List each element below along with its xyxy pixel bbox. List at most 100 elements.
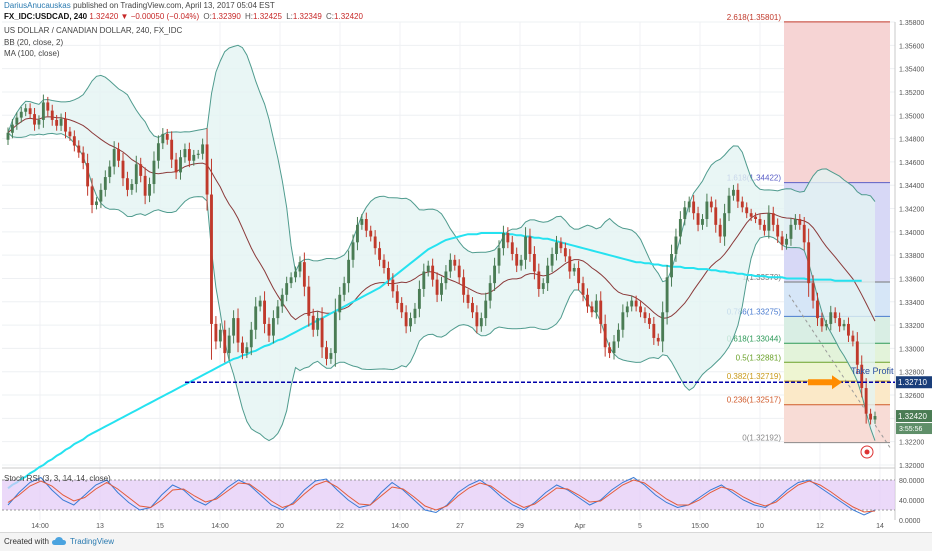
price-tick-label: 1.35800 bbox=[899, 20, 924, 27]
created-with-text: Created with bbox=[4, 537, 49, 546]
fib-level-label: 0.5(1.32881) bbox=[736, 353, 782, 362]
candle-body bbox=[187, 149, 191, 161]
candle-body bbox=[249, 329, 253, 348]
candle-body bbox=[457, 265, 461, 278]
candle-body bbox=[532, 253, 536, 272]
high-label: H: bbox=[245, 12, 254, 21]
candle-body bbox=[617, 329, 620, 342]
candle-body bbox=[497, 248, 501, 266]
candle-body bbox=[444, 271, 448, 284]
stoch-series-line-d bbox=[7, 479, 876, 513]
price-tick-label: 1.32800 bbox=[899, 370, 924, 377]
candle-body bbox=[555, 242, 558, 254]
candle-body bbox=[745, 207, 749, 214]
candle-body bbox=[652, 323, 656, 338]
last-price: 1.32420 bbox=[89, 12, 119, 21]
candle-body bbox=[776, 224, 780, 237]
close-value: 1.32420 bbox=[334, 12, 363, 21]
change-triangle-icon: ▼ bbox=[120, 12, 129, 21]
high-value: 1.32425 bbox=[253, 12, 282, 21]
candle-body bbox=[740, 201, 744, 208]
candle-body bbox=[440, 283, 443, 295]
candle-body bbox=[714, 207, 718, 225]
candle-body bbox=[10, 124, 14, 133]
take-profit-price-label: 1.32710 bbox=[898, 378, 927, 387]
candle-body bbox=[692, 201, 696, 214]
fib-zone-extension bbox=[784, 21, 890, 183]
fib-level-label: 1(1.33570) bbox=[742, 273, 781, 282]
candle-body bbox=[709, 201, 713, 208]
candle-body bbox=[285, 283, 289, 295]
candle-body bbox=[223, 329, 227, 354]
stoch-band bbox=[2, 480, 895, 510]
candle-body bbox=[510, 242, 514, 254]
candle-body bbox=[369, 230, 373, 237]
candle-body bbox=[838, 318, 842, 327]
candle-body bbox=[356, 224, 359, 243]
time-tick-label: 20 bbox=[276, 523, 284, 530]
candle-body bbox=[179, 157, 182, 173]
symbol[interactable]: FX_IDC:USDCAD, 240 bbox=[4, 12, 88, 21]
candle-body bbox=[855, 341, 859, 365]
candle-body bbox=[302, 262, 306, 287]
take-profit-price-box bbox=[896, 376, 932, 389]
bb-upper-line bbox=[7, 44, 876, 283]
time-tick-label: 14:00 bbox=[31, 523, 49, 530]
candle-body bbox=[639, 306, 642, 313]
bb-legend[interactable]: BB (20, close, 2) bbox=[4, 38, 64, 47]
candle-body bbox=[842, 323, 846, 327]
candle-body bbox=[506, 233, 510, 243]
candle-body bbox=[276, 306, 280, 319]
price-tick-label: 1.34200 bbox=[899, 207, 924, 214]
candle-body bbox=[316, 318, 320, 330]
candle-body bbox=[77, 145, 81, 153]
tradingview-brand[interactable]: TradingView bbox=[70, 537, 115, 546]
candle-body bbox=[771, 213, 775, 225]
candle-body bbox=[426, 265, 430, 272]
price-tick-label: 1.32600 bbox=[899, 393, 924, 400]
candle-body bbox=[732, 189, 735, 196]
price-axis: 1.320001.322001.324001.326001.328001.330… bbox=[860, 20, 932, 470]
candle-body bbox=[342, 283, 346, 295]
candle-body bbox=[196, 153, 200, 155]
candle-body bbox=[108, 166, 112, 178]
candle-body bbox=[130, 184, 134, 190]
author-link[interactable]: DariusAnucauskas bbox=[4, 1, 71, 10]
candle-body bbox=[528, 236, 532, 254]
fib-level-label: 2.618(1.35801) bbox=[727, 13, 782, 22]
close-label: C: bbox=[326, 12, 335, 21]
candle-body bbox=[678, 219, 682, 237]
candle-body bbox=[395, 291, 399, 303]
stoch-tick-label: 40.0000 bbox=[899, 498, 924, 505]
fib-level-label: 0.236(1.32517) bbox=[727, 396, 782, 405]
candle-body bbox=[280, 294, 284, 307]
time-tick-label: 12 bbox=[816, 523, 824, 530]
candle-body bbox=[864, 388, 868, 414]
candle-body bbox=[165, 133, 169, 140]
candle-body bbox=[258, 300, 262, 307]
candle-body bbox=[453, 259, 457, 266]
price-tick-label: 1.33000 bbox=[899, 346, 924, 353]
candle-body bbox=[594, 300, 598, 313]
candle-body bbox=[519, 259, 523, 266]
candle-body bbox=[360, 219, 364, 225]
candle-body bbox=[541, 283, 545, 289]
candle-body bbox=[873, 416, 877, 420]
candle-body bbox=[125, 178, 129, 190]
candle-body bbox=[860, 364, 864, 389]
candle-body bbox=[736, 189, 740, 202]
countdown-label: 3:55:56 bbox=[899, 426, 922, 433]
candle-body bbox=[572, 267, 576, 272]
candle-body bbox=[103, 177, 107, 190]
candle-body bbox=[72, 136, 76, 146]
price-tick-label: 1.33200 bbox=[899, 323, 924, 330]
candle-body bbox=[68, 131, 72, 137]
price-tick-label: 1.33600 bbox=[899, 276, 924, 283]
candle-body bbox=[701, 219, 704, 225]
candle-body bbox=[847, 323, 850, 336]
candle-body bbox=[501, 233, 505, 249]
footer-bar: Created with TradingView bbox=[0, 532, 932, 551]
ma-legend[interactable]: MA (100, close) bbox=[4, 49, 60, 58]
stoch-legend[interactable]: Stoch RSI (3, 3, 14, 14, close) bbox=[4, 474, 111, 483]
